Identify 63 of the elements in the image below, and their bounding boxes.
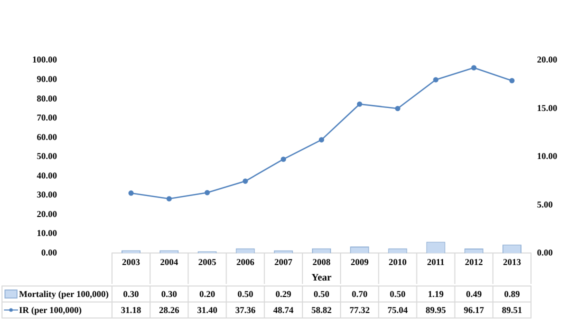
data-label: 77.32 xyxy=(349,304,370,315)
data-label: 31.40 xyxy=(197,304,218,315)
y-tick-label: 90.00 xyxy=(36,74,58,84)
data-label: 0.50 xyxy=(390,288,406,299)
y2-tick-label: 10.00 xyxy=(537,151,558,162)
y-tick-label: 50.00 xyxy=(36,151,58,162)
data-label: 0.50 xyxy=(237,288,254,299)
point xyxy=(204,190,210,196)
y-tick-label: 40.00 xyxy=(36,170,58,180)
x-tick-label: 2012 xyxy=(464,256,484,267)
y-tick-label: 30.00 xyxy=(36,190,58,200)
y-tick-label: 10.00 xyxy=(36,228,58,238)
data-label: 0.20 xyxy=(199,288,216,299)
y2-tick-label: 5.00 xyxy=(537,199,554,210)
data-label: 0.29 xyxy=(276,288,292,299)
y-tick-label: 70.00 xyxy=(36,112,58,123)
y-tick-label: 60.00 xyxy=(36,132,58,142)
y-tick-label: 0.00 xyxy=(41,248,58,258)
point xyxy=(242,178,248,184)
legend-label: IR (per 100,000) xyxy=(19,304,82,315)
x-tick-label: 2011 xyxy=(427,256,446,267)
point xyxy=(318,137,324,142)
data-label: 37.36 xyxy=(235,304,256,315)
data-label: 0.30 xyxy=(161,288,178,299)
data-label: 31.18 xyxy=(120,304,142,315)
y2-tick-label: 0.00 xyxy=(537,248,554,258)
y2-tick-label: 15.00 xyxy=(537,102,558,113)
point xyxy=(471,65,477,70)
data-label: 48.74 xyxy=(273,304,294,315)
point xyxy=(128,190,134,196)
point xyxy=(356,101,362,107)
data-label: 0.30 xyxy=(123,288,140,299)
x-tick-label: 2007 xyxy=(274,256,293,267)
y-tick-label: 100.00 xyxy=(32,54,58,65)
data-label: 0.49 xyxy=(466,288,482,299)
data-label: 0.70 xyxy=(352,288,368,299)
y2-tick-label: 20.00 xyxy=(537,54,558,65)
x-tick-label: 2010 xyxy=(388,256,408,267)
x-axis-title: Year xyxy=(312,272,332,284)
data-label: 0.89 xyxy=(504,288,520,299)
data-label: 89.95 xyxy=(426,304,446,315)
legend-label: Mortality (per 100,000) xyxy=(19,288,109,299)
point xyxy=(395,106,400,112)
x-tick-label: 2005 xyxy=(198,256,217,267)
y-tick-label: 80.00 xyxy=(36,93,58,104)
x-tick-label: 2004 xyxy=(160,256,179,267)
data-label: 58.82 xyxy=(311,304,332,315)
x-tick-label: 2009 xyxy=(350,256,370,267)
point xyxy=(280,156,286,162)
data-label: 89.51 xyxy=(502,304,523,315)
data-label: 96.17 xyxy=(464,304,484,315)
x-tick-label: 2008 xyxy=(312,256,331,267)
data-label: 28.26 xyxy=(159,304,180,315)
data-label: 1.19 xyxy=(428,288,444,299)
point xyxy=(433,77,438,82)
x-tick-label: 2006 xyxy=(236,256,255,267)
x-tick-label: 2003 xyxy=(122,256,141,267)
data-label: 0.50 xyxy=(314,288,330,299)
data-label: 75.04 xyxy=(388,304,408,315)
point xyxy=(166,196,172,202)
x-tick-label: 2013 xyxy=(502,256,522,267)
point xyxy=(509,78,515,84)
y-tick-label: 20.00 xyxy=(36,208,58,219)
